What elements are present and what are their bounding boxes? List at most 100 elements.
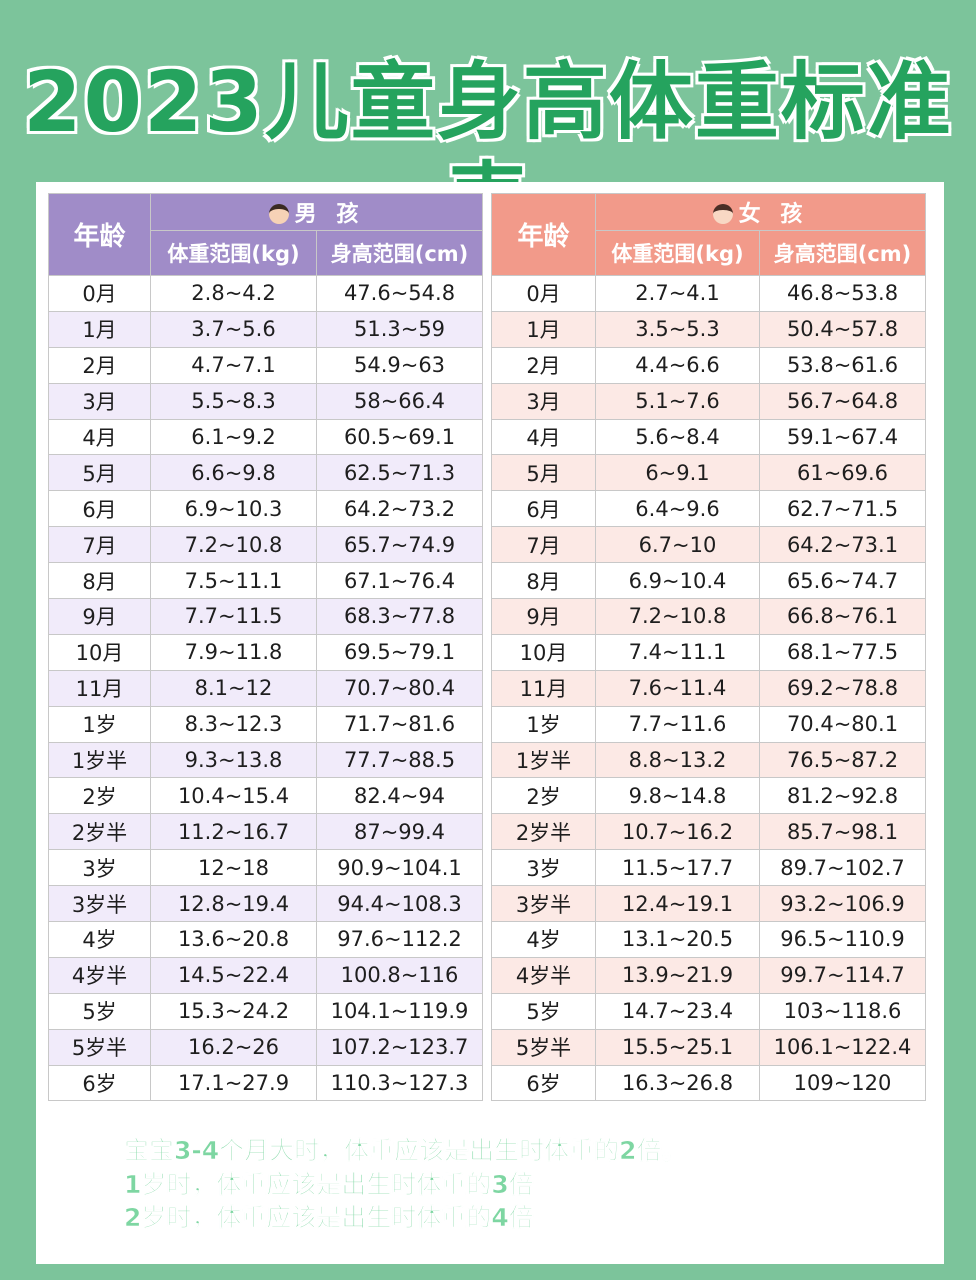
age-cell: 10月 [48, 633, 151, 671]
height-cell: 56.7~64.8 [758, 382, 927, 420]
table-row: 5月 6.6~9.8 62.5~71.3 [48, 454, 484, 492]
age-cell: 3岁半 [48, 885, 151, 923]
age-cell: 5岁 [491, 992, 596, 1030]
boy-face-icon [268, 204, 289, 224]
age-cell: 8月 [491, 562, 596, 600]
weight-cell: 3.5~5.3 [595, 310, 760, 348]
table-row: 0月 2.7~4.1 46.8~53.8 [491, 275, 927, 312]
table-row: 4月 6.1~9.2 60.5~69.1 [48, 418, 484, 456]
age-cell: 6月 [48, 490, 151, 528]
height-cell: 109~120 [758, 1064, 927, 1102]
table-row: 6岁 17.1~27.9 110.3~127.3 [48, 1064, 484, 1102]
age-cell: 2月 [48, 346, 151, 384]
height-cell: 59.1~67.4 [758, 418, 927, 456]
age-cell: 4岁半 [491, 956, 596, 994]
height-cell: 69.5~79.1 [315, 633, 484, 671]
height-cell: 93.2~106.9 [758, 885, 927, 923]
weight-cell: 8.1~12 [150, 669, 317, 707]
age-cell: 1岁半 [491, 741, 596, 779]
table-row: 5岁半 16.2~26 107.2~123.7 [48, 1028, 484, 1066]
table-row: 8月 6.9~10.4 65.6~74.7 [491, 562, 927, 600]
weight-cell: 6.6~9.8 [150, 454, 317, 492]
height-cell: 81.2~92.8 [758, 777, 927, 815]
height-cell: 62.7~71.5 [758, 490, 927, 528]
weight-cell: 13.1~20.5 [595, 921, 760, 958]
age-cell: 10月 [491, 633, 596, 671]
age-header: 年龄 [491, 193, 596, 276]
height-cell: 67.1~76.4 [315, 562, 484, 600]
age-cell: 2月 [491, 346, 596, 384]
age-cell: 9月 [48, 598, 151, 635]
age-cell: 7月 [48, 526, 151, 564]
weight-cell: 6~9.1 [595, 454, 760, 492]
table-row: 4岁半 13.9~21.9 99.7~114.7 [491, 956, 927, 994]
notes: 宝宝3-4个月大时，体重应该是出生时体重的2倍。 1岁时，体重应该是出生时体重的… [124, 1134, 924, 1235]
height-cell: 110.3~127.3 [315, 1064, 484, 1102]
weight-cell: 13.9~21.9 [595, 956, 760, 994]
weight-cell: 2.7~4.1 [595, 275, 760, 312]
age-cell: 2岁 [491, 777, 596, 815]
height-cell: 47.6~54.8 [315, 275, 484, 312]
height-cell: 60.5~69.1 [315, 418, 484, 456]
age-cell: 3岁 [48, 849, 151, 887]
weight-cell: 16.2~26 [150, 1028, 317, 1066]
age-cell: 6月 [491, 490, 596, 528]
weight-cell: 12~18 [150, 849, 317, 887]
weight-cell: 11.5~17.7 [595, 849, 760, 887]
table-row: 3岁半 12.8~19.4 94.4~108.3 [48, 885, 484, 923]
table-row: 4岁 13.6~20.8 97.6~112.2 [48, 921, 484, 958]
weight-cell: 17.1~27.9 [150, 1064, 317, 1102]
age-cell: 11月 [48, 669, 151, 707]
boy-label: 男 孩 [294, 202, 365, 227]
weight-cell: 4.7~7.1 [150, 346, 317, 384]
height-cell: 69.2~78.8 [758, 669, 927, 707]
table-row: 7月 7.2~10.8 65.7~74.9 [48, 526, 484, 564]
weight-cell: 8.8~13.2 [595, 741, 760, 779]
age-cell: 4岁半 [48, 956, 151, 994]
weight-cell: 9.8~14.8 [595, 777, 760, 815]
table-row: 5月 6~9.1 61~69.6 [491, 454, 927, 492]
age-cell: 3岁半 [491, 885, 596, 923]
weight-cell: 14.7~23.4 [595, 992, 760, 1030]
height-cell: 100.8~116 [315, 956, 484, 994]
age-cell: 5岁 [48, 992, 151, 1030]
table-row: 7月 6.7~10 64.2~73.1 [491, 526, 927, 564]
height-cell: 76.5~87.2 [758, 741, 927, 779]
weight-cell: 16.3~26.8 [595, 1064, 760, 1102]
height-cell: 107.2~123.7 [315, 1028, 484, 1066]
height-cell: 106.1~122.4 [758, 1028, 927, 1066]
age-cell: 1岁 [491, 705, 596, 743]
age-cell: 4岁 [48, 921, 151, 958]
boy-table-body: 0月 2.8~4.2 47.6~54.8 1月 3.7~5.6 51.3~59 2月 4.7~… [48, 275, 484, 1102]
age-cell: 0月 [48, 275, 151, 312]
girl-label: 女 孩 [738, 202, 809, 227]
height-cell: 65.7~74.9 [315, 526, 484, 564]
height-cell: 64.2~73.2 [315, 490, 484, 528]
height-cell: 58~66.4 [315, 382, 484, 420]
height-cell: 64.2~73.1 [758, 526, 927, 564]
weight-cell: 9.3~13.8 [150, 741, 317, 779]
height-cell: 46.8~53.8 [758, 275, 927, 312]
weight-cell: 12.4~19.1 [595, 885, 760, 923]
table-row: 1月 3.7~5.6 51.3~59 [48, 310, 484, 348]
age-cell: 1月 [491, 310, 596, 348]
age-cell: 5月 [491, 454, 596, 492]
table-row: 8月 7.5~11.1 67.1~76.4 [48, 562, 484, 600]
height-cell: 68.3~77.8 [315, 598, 484, 635]
weight-cell: 13.6~20.8 [150, 921, 317, 958]
height-cell: 65.6~74.7 [758, 562, 927, 600]
age-cell: 6岁 [48, 1064, 151, 1102]
weight-cell: 5.6~8.4 [595, 418, 760, 456]
table-row: 2岁 9.8~14.8 81.2~92.8 [491, 777, 927, 815]
age-cell: 3岁 [491, 849, 596, 887]
weight-cell: 11.2~16.7 [150, 813, 317, 851]
height-cell: 51.3~59 [315, 310, 484, 348]
table-row: 1月 3.5~5.3 50.4~57.8 [491, 310, 927, 348]
weight-cell: 6.9~10.4 [595, 562, 760, 600]
table-row: 3岁 11.5~17.7 89.7~102.7 [491, 849, 927, 887]
height-cell: 62.5~71.3 [315, 454, 484, 492]
note-line: 宝宝3-4个月大时，体重应该是出生时体重的2倍。 [124, 1136, 687, 1166]
table-row: 1岁 8.3~12.3 71.7~81.6 [48, 705, 484, 743]
age-cell: 5岁半 [48, 1028, 151, 1066]
table-row: 4月 5.6~8.4 59.1~67.4 [491, 418, 927, 456]
